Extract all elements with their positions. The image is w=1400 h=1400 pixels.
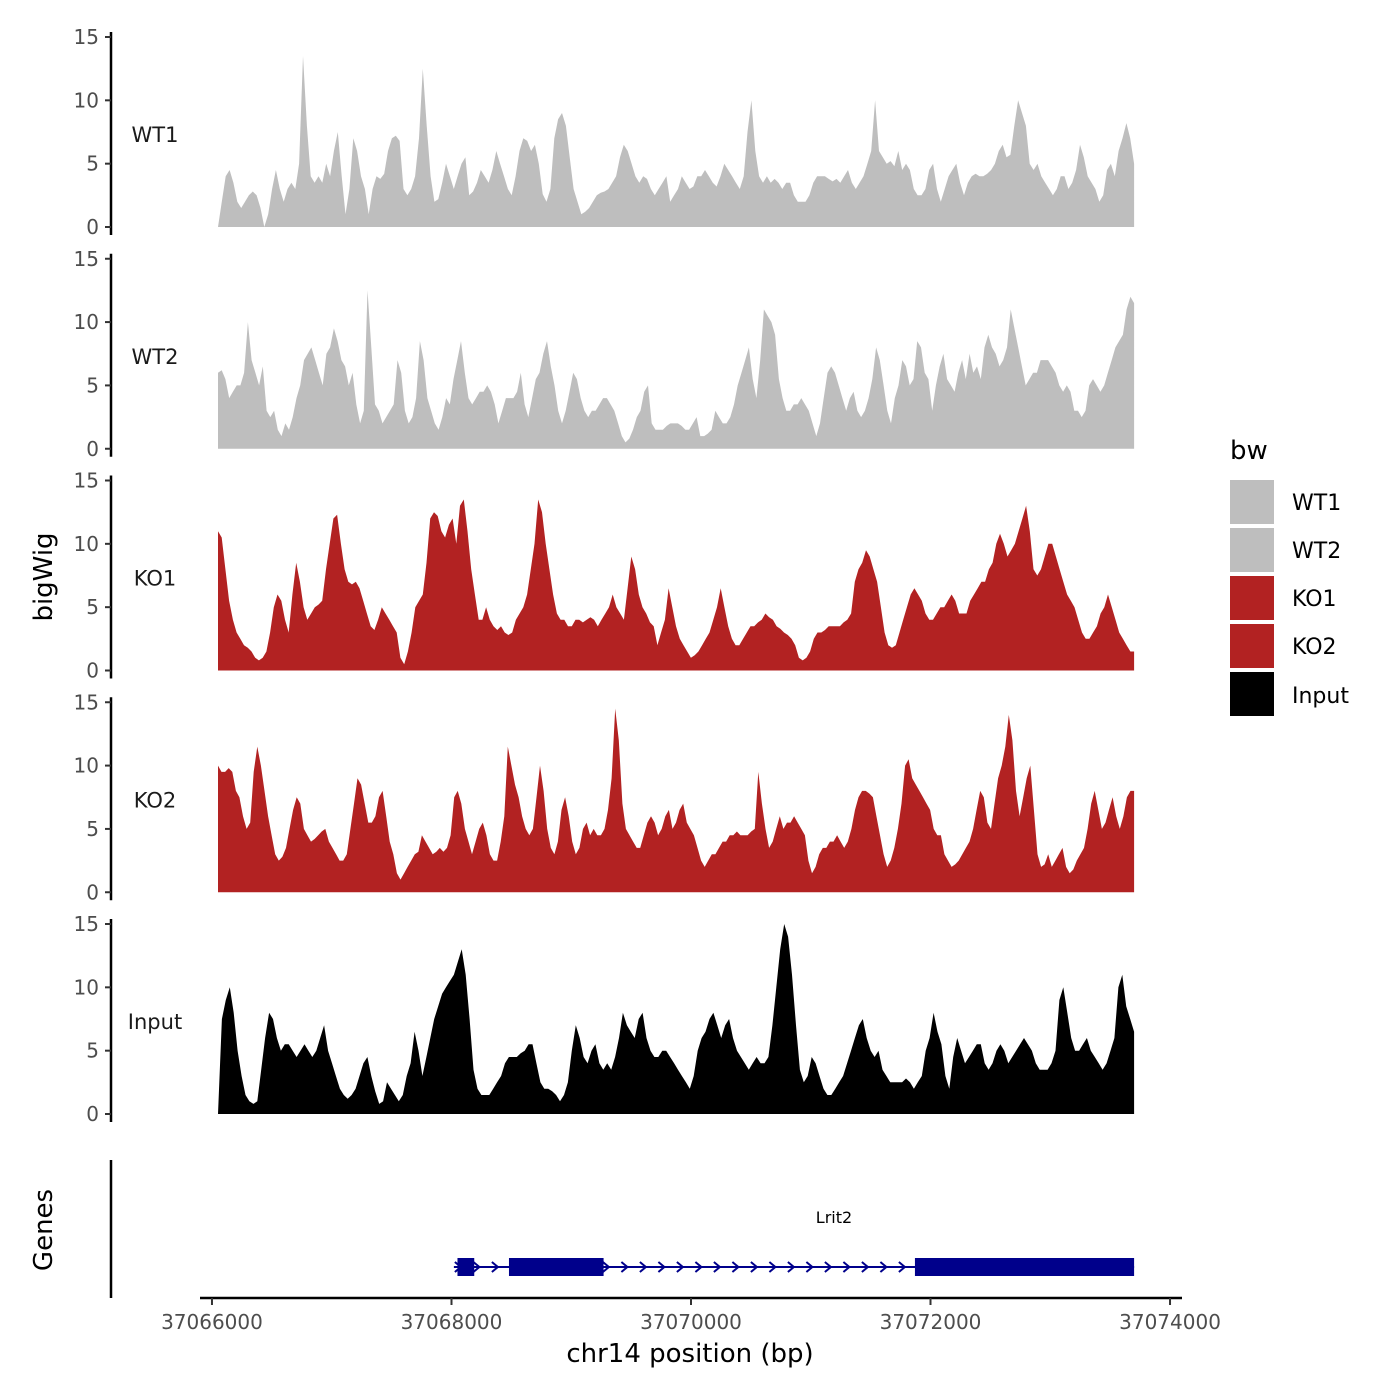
gene-strand-arrow-17	[768, 1261, 777, 1273]
panel-label-ko1: KO1	[134, 567, 177, 591]
panel-label-ko2: KO2	[134, 788, 177, 812]
gene-strand-arrow-8	[602, 1261, 611, 1273]
track-ko1: 0 5 10 15 KO1	[74, 469, 1135, 683]
y-tick-label-wt2-1: 5	[86, 373, 99, 397]
gene-track: Lrit2	[109, 1160, 1135, 1298]
gene-strand-arrow-1	[472, 1261, 481, 1273]
area-ko2	[218, 708, 1135, 893]
y-tick-label-ko2-3: 15	[74, 690, 99, 714]
legend-item-ko1: KO1	[1230, 576, 1337, 620]
area-wt1	[218, 56, 1135, 227]
y-tick-label-input-3: 15	[74, 912, 99, 936]
x-tick-label-2: 37070000	[640, 1310, 742, 1334]
gene-strand-arrow-12	[676, 1261, 685, 1273]
track-wt1: 0 5 10 15 WT1	[74, 25, 1135, 239]
legend-label-input: Input	[1292, 684, 1349, 709]
gene-strand-arrow-19	[805, 1261, 814, 1273]
legend-title: bw	[1230, 436, 1268, 466]
legend-swatch-wt2	[1230, 528, 1274, 572]
y-tick-label-wt2-0: 0	[86, 437, 99, 461]
panel-label-wt1: WT1	[132, 123, 179, 147]
y-tick-label-input-0: 0	[86, 1102, 99, 1126]
gene-strand-arrow-21	[842, 1261, 851, 1273]
y-tick-label-input-2: 10	[74, 975, 99, 999]
legend-item-ko2: KO2	[1230, 624, 1337, 668]
y-tick-label-wt1-1: 5	[86, 152, 99, 176]
gene-exon-1	[508, 1258, 604, 1276]
area-ko1	[218, 499, 1135, 671]
panel-label-input: Input	[128, 1010, 182, 1034]
legend-swatch-input	[1230, 672, 1274, 716]
area-input	[218, 924, 1135, 1114]
gene-strand-arrow-2	[491, 1261, 500, 1273]
gene-strand-arrow-13	[694, 1261, 703, 1273]
y-tick-label-ko1-0: 0	[86, 659, 99, 683]
y-axis-title: bigWig	[29, 532, 59, 621]
gene-strand-arrow-15	[731, 1261, 740, 1273]
x-tick-label-4: 37074000	[1119, 1310, 1221, 1334]
y-tick-label-ko2-0: 0	[86, 880, 99, 904]
y-tick-label-ko1-3: 15	[74, 469, 99, 493]
y-tick-label-wt1-0: 0	[86, 215, 99, 239]
legend-item-wt2: WT2	[1230, 528, 1341, 572]
gene-strand-arrow-23	[879, 1261, 888, 1273]
panel-label-wt2: WT2	[132, 345, 179, 369]
gene-strand-arrow-14	[713, 1261, 722, 1273]
track-wt2: 0 5 10 15 WT2	[74, 247, 1135, 461]
y-tick-label-ko2-2: 10	[74, 754, 99, 778]
gene-exon-0	[457, 1258, 475, 1276]
legend-label-ko1: KO1	[1292, 587, 1337, 612]
gene-strand-arrow-10	[639, 1261, 648, 1273]
legend-label-wt2: WT2	[1292, 539, 1341, 564]
x-axis-title: chr14 position (bp)	[566, 1339, 813, 1369]
gene-strand-arrow-16	[750, 1261, 759, 1273]
legend-item-input: Input	[1230, 672, 1349, 716]
tracks: 0 5 10 15 WT1 0 5 10 15 WT2 0 5 10 15 KO1 0 5 10 15 KO2 0 5 10…	[74, 25, 1135, 1126]
y-tick-label-wt1-3: 15	[74, 25, 99, 49]
track-input: 0 5 10 15 Input	[74, 912, 1135, 1126]
gene-strand-arrow-11	[657, 1261, 666, 1273]
y-tick-label-wt2-2: 10	[74, 310, 99, 334]
x-tick-label-3: 37072000	[880, 1310, 982, 1334]
y-tick-label-wt2-3: 15	[74, 247, 99, 271]
legend-swatch-wt1	[1230, 480, 1274, 524]
gene-strand-arrow-18	[787, 1261, 796, 1273]
gene-label: Lrit2	[816, 1208, 852, 1227]
area-wt2	[218, 290, 1135, 449]
y-tick-label-wt1-2: 10	[74, 88, 99, 112]
gene-exon-2	[914, 1258, 1135, 1276]
y-tick-label-ko2-1: 5	[86, 817, 99, 841]
x-axis: 37066000 37068000 37070000 37072000 37074000	[161, 1296, 1221, 1334]
y-tick-label-ko1-2: 10	[74, 532, 99, 556]
y-tick-label-input-1: 5	[86, 1039, 99, 1063]
legend-item-wt1: WT1	[1230, 480, 1341, 524]
gene-strand-arrow-24	[898, 1261, 907, 1273]
x-tick-label-0: 37066000	[161, 1310, 263, 1334]
legend-label-wt1: WT1	[1292, 491, 1341, 516]
legend-swatch-ko1	[1230, 576, 1274, 620]
legend-swatch-ko2	[1230, 624, 1274, 668]
y-tick-label-ko1-1: 5	[86, 595, 99, 619]
gene-strand-arrow-9	[620, 1261, 629, 1273]
x-tick-label-1: 37068000	[401, 1310, 503, 1334]
track-ko2: 0 5 10 15 KO2	[74, 690, 1135, 904]
gene-strand-arrow-20	[824, 1261, 833, 1273]
legend: bw WT1 WT2 KO1 KO2 Input	[1230, 436, 1349, 716]
legend-label-ko2: KO2	[1292, 635, 1337, 660]
genes-axis-title: Genes	[29, 1189, 59, 1271]
gene-strand-arrow-22	[861, 1261, 870, 1273]
